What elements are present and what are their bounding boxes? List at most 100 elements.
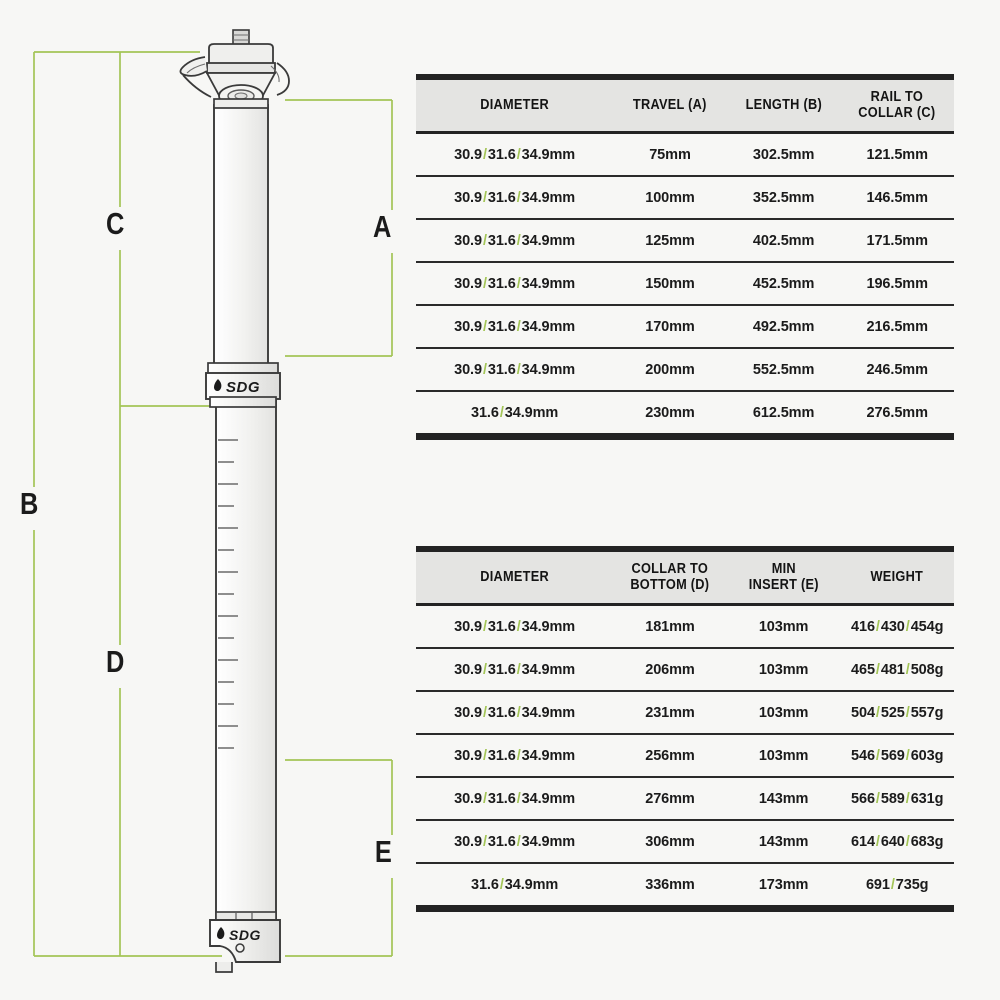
header-line: INSERT (E) [748, 577, 819, 594]
header-rail-to-collar: RAIL TO COLLAR (C) [847, 77, 947, 133]
value-separator: / [905, 747, 910, 764]
value-separator: / [905, 790, 910, 807]
value-part: 546 [851, 747, 875, 764]
cell-min-insert: 103mm [726, 691, 841, 736]
value-part: 34.9mm [521, 618, 576, 635]
cell-length: 492.5mm [726, 305, 841, 350]
cell-weight: 614/640/683g [840, 820, 954, 865]
value-part: 430 [880, 618, 905, 635]
header-line: LENGTH (B) [745, 97, 822, 114]
cell-weight: 465/481/508g [840, 648, 954, 693]
header-line: DIAMETER [480, 97, 549, 114]
value-part: 416 [851, 618, 875, 635]
table-body: 30.9/31.6/34.9mm 181mm 103mm 416/430/454g 30… [416, 604, 954, 913]
value-part: 504 [851, 704, 875, 721]
value-part: 30.9 [454, 275, 482, 292]
value-separator: / [516, 275, 521, 292]
value-part: 31.6 [487, 361, 516, 378]
cell-diameter: 30.9/31.6/34.9mm [416, 132, 614, 178]
value-part: 31.6 [487, 189, 516, 206]
cell-rail-to-collar: 121.5mm [840, 132, 954, 178]
value-part: 31.6 [471, 876, 499, 893]
table-row: 30.9/31.6/34.9mm 206mm 103mm 465/481/508g [416, 648, 954, 693]
value-part: 30.9 [454, 790, 482, 807]
cell-rail-to-collar: 196.5mm [840, 262, 954, 307]
weight-spec-table: DIAMETER COLLAR TO BOTTOM (D) MIN INSERT (… [416, 546, 954, 913]
value-part: 34.9mm [521, 232, 576, 249]
cell-travel: 75mm [613, 132, 727, 178]
value-part: 31.6 [487, 618, 516, 635]
header-weight: WEIGHT [847, 549, 947, 605]
value-part: 34.9mm [521, 704, 576, 721]
cell-length: 612.5mm [726, 391, 841, 441]
value-part: 34.9mm [504, 876, 559, 893]
value-separator: / [875, 790, 880, 807]
value-part: 566 [851, 790, 875, 807]
value-separator: / [516, 618, 521, 635]
value-separator: / [516, 704, 521, 721]
cell-diameter: 30.9/31.6/34.9mm [416, 604, 614, 650]
header-line: DIAMETER [480, 569, 549, 586]
cell-diameter: 30.9/31.6/34.9mm [416, 648, 614, 693]
table-header-row: DIAMETER TRAVEL (A) LENGTH (B) RAIL TO CO… [416, 77, 954, 133]
cell-min-insert: 173mm [726, 863, 841, 913]
table-row: 31.6/34.9mm 230mm 612.5mm 276.5mm [416, 391, 954, 441]
cell-diameter: 30.9/31.6/34.9mm [416, 820, 614, 865]
cell-rail-to-collar: 216.5mm [840, 305, 954, 350]
value-part: 34.9mm [521, 275, 576, 292]
cell-min-insert: 143mm [726, 820, 841, 865]
header-line: MIN [771, 561, 796, 577]
cell-length: 452.5mm [726, 262, 841, 307]
header-line: BOTTOM (D) [630, 577, 710, 594]
cell-min-insert: 143mm [726, 777, 841, 822]
value-part: 30.9 [454, 747, 482, 764]
table-row: 31.6/34.9mm 336mm 173mm 691 / 735g [416, 863, 954, 913]
value-part: 557g [910, 704, 944, 721]
value-part: 481 [880, 661, 905, 678]
value-part: 34.9mm [521, 790, 576, 807]
value-part: 31.6 [487, 318, 516, 335]
header-line: TRAVEL (A) [633, 97, 707, 114]
cell-collar-to-bottom: 336mm [613, 863, 727, 913]
value-separator: / [482, 833, 487, 850]
value-part: 683g [910, 833, 944, 850]
value-part: 525 [880, 704, 905, 721]
cell-collar-to-bottom: 231mm [613, 691, 727, 736]
value-separator: / [905, 618, 910, 635]
cell-weight: 416/430/454g [840, 604, 954, 650]
value-part: 31.6 [487, 146, 516, 163]
value-separator: / [482, 704, 487, 721]
header-diameter: DIAMETER [428, 77, 602, 133]
table-body: 30.9/31.6/34.9mm 75mm 302.5mm 121.5mm 30.9/3… [416, 132, 954, 441]
value-part: 34.9mm [521, 747, 576, 764]
value-separator: / [875, 661, 880, 678]
value-part: 735g [895, 876, 929, 893]
value-part: 508g [910, 661, 944, 678]
value-part: 31.6 [471, 404, 499, 421]
value-separator: / [499, 404, 504, 421]
value-separator: / [516, 747, 521, 764]
cell-travel: 170mm [613, 305, 727, 350]
cell-diameter: 30.9/31.6/34.9mm [416, 305, 614, 350]
value-separator: / [499, 876, 504, 893]
header-diameter: DIAMETER [428, 549, 602, 605]
value-separator: / [905, 704, 910, 721]
cell-diameter: 30.9/31.6/34.9mm [416, 691, 614, 736]
value-part: 30.9 [454, 618, 482, 635]
value-separator: / [516, 146, 521, 163]
header-line: COLLAR (C) [858, 105, 936, 122]
value-separator: / [482, 747, 487, 764]
value-part: 691 [865, 876, 890, 893]
cell-diameter: 31.6/34.9mm [416, 863, 614, 913]
cell-collar-to-bottom: 306mm [613, 820, 727, 865]
header-min-insert: MIN INSERT (E) [734, 549, 834, 605]
value-separator: / [482, 232, 487, 249]
value-part: 34.9mm [521, 146, 576, 163]
sdg-logo-collar: SDG [214, 379, 260, 396]
svg-text:SDG: SDG [229, 927, 261, 943]
value-part: 30.9 [454, 232, 482, 249]
value-separator: / [516, 833, 521, 850]
value-separator: / [482, 189, 487, 206]
value-part: 34.9mm [521, 189, 576, 206]
value-part: 30.9 [454, 704, 482, 721]
